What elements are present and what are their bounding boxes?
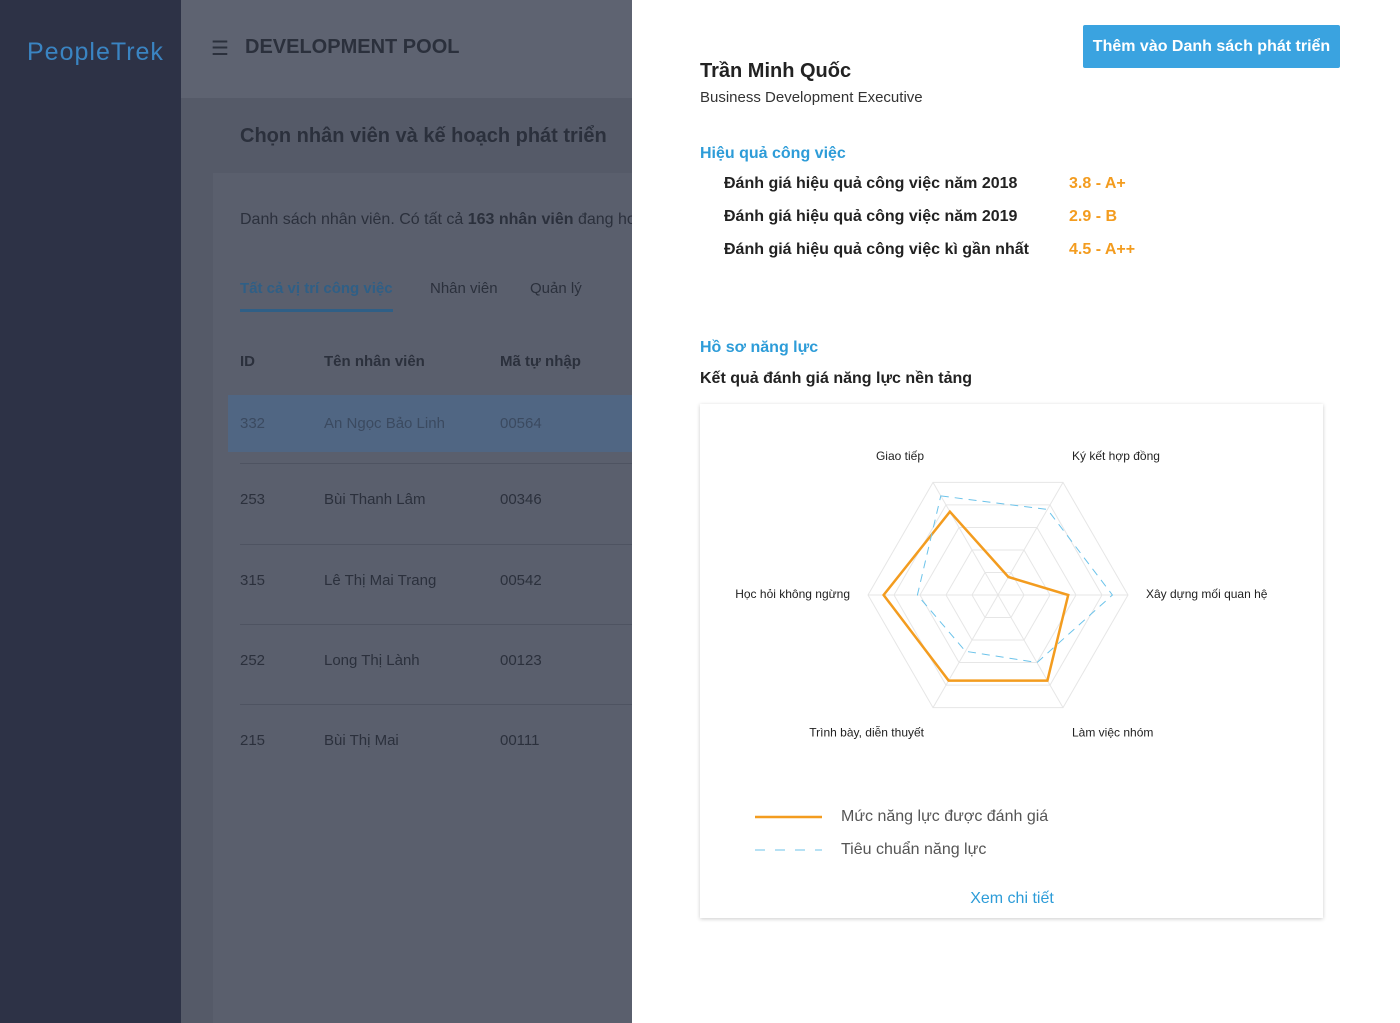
perf-score: 4.5 - A++ xyxy=(1069,241,1136,258)
axis-label: Học hỏi không ngừng xyxy=(735,587,850,601)
add-button[interactable]: Thêm vào Danh sách phát triển xyxy=(1083,25,1340,68)
table-cell: 00123 xyxy=(500,652,542,669)
radar-line xyxy=(916,495,1114,664)
perf-label: Đánh giá hiệu quả công việc kì gần nhất xyxy=(724,241,1029,258)
table-cell: 00111 xyxy=(500,732,540,749)
employee-name: Trần Minh Quốc xyxy=(700,60,852,82)
summary-text: Danh sách nhân viên. Có tất cả xyxy=(240,211,464,228)
column-header: Tên nhân viên xyxy=(324,353,425,370)
table-cell: 253 xyxy=(240,491,266,508)
perf-score: 3.8 - A+ xyxy=(1069,175,1126,192)
tab[interactable]: Nhân viên xyxy=(430,280,498,297)
table-cell: Bùi Thanh Lâm xyxy=(324,491,426,508)
summary-rest: đang ho xyxy=(577,211,636,228)
axis-label: Xây dựng mối quan hệ xyxy=(1146,587,1268,601)
table-cell: Lê Thị Mai Trang xyxy=(324,572,437,589)
section-title: Hồ sơ năng lực xyxy=(700,339,819,356)
table-cell: Long Thị Lành xyxy=(324,652,420,669)
row-divider xyxy=(240,463,632,464)
table-cell: 00564 xyxy=(500,415,542,432)
axis-label: Ký kết hợp đồng xyxy=(1072,449,1160,463)
chart-card xyxy=(700,404,1323,918)
table-cell: Bùi Thị Mai xyxy=(324,732,399,749)
grid-spoke xyxy=(997,594,1064,708)
legend-label: Mức năng lực được đánh giá xyxy=(841,808,1048,825)
menu-icon[interactable]: ☰ xyxy=(211,38,229,60)
perf-label: Đánh giá hiệu quả công việc năm 2019 xyxy=(724,208,1018,225)
table-cell: 332 xyxy=(240,415,266,432)
row-divider xyxy=(240,704,632,705)
radar-line xyxy=(882,509,1070,682)
axis-label: Làm việc nhóm xyxy=(1072,725,1153,739)
summary: Danh sách nhân viên. Có tất cả 163 nhân … xyxy=(240,211,636,229)
logo[interactable]: PeopleTrek xyxy=(27,38,164,66)
axis-label: Trình bày, diễn thuyết xyxy=(809,724,924,739)
table-cell: 00542 xyxy=(500,572,542,589)
grid-spoke xyxy=(997,482,1064,596)
section-title: Hiệu quả công việc xyxy=(700,145,846,162)
column-header: Mã tự nhập xyxy=(500,353,581,370)
sidebar: PeopleTrek xyxy=(0,0,181,1023)
tab[interactable]: Quản lý xyxy=(530,280,582,297)
tab[interactable]: Tất cả vị trí công việc xyxy=(240,280,393,312)
axis-label: Giao tiếp xyxy=(876,449,924,463)
section-subtitle: Kết quả đánh giá năng lực nền tảng xyxy=(700,370,973,387)
table-cell: 00346 xyxy=(500,491,542,508)
summary-count: 163 nhân viên xyxy=(467,211,574,228)
row-divider xyxy=(240,624,632,625)
table-cell: 252 xyxy=(240,652,266,669)
row-divider xyxy=(240,544,632,545)
header-title: DEVELOPMENT POOL xyxy=(245,36,460,58)
row-highlight xyxy=(228,395,632,452)
grid-spoke xyxy=(932,482,999,596)
header: ☰ DEVELOPMENT POOL xyxy=(181,0,632,98)
detail-link[interactable]: Xem chi tiết xyxy=(970,890,1054,907)
table-cell: 315 xyxy=(240,572,266,589)
column-header: ID xyxy=(240,353,255,370)
content-card xyxy=(213,173,632,1023)
legend-label: Tiêu chuẩn năng lực xyxy=(841,840,986,858)
table-cell: An Ngọc Bảo Linh xyxy=(324,415,445,432)
employee-role: Business Development Executive xyxy=(700,89,923,106)
perf-label: Đánh giá hiệu quả công việc năm 2018 xyxy=(724,175,1018,192)
page-heading: Chọn nhân viên và kế hoạch phát triển xyxy=(240,125,607,147)
perf-score: 2.9 - B xyxy=(1069,208,1118,225)
table-cell: 215 xyxy=(240,732,266,749)
grid-spoke xyxy=(932,594,999,708)
